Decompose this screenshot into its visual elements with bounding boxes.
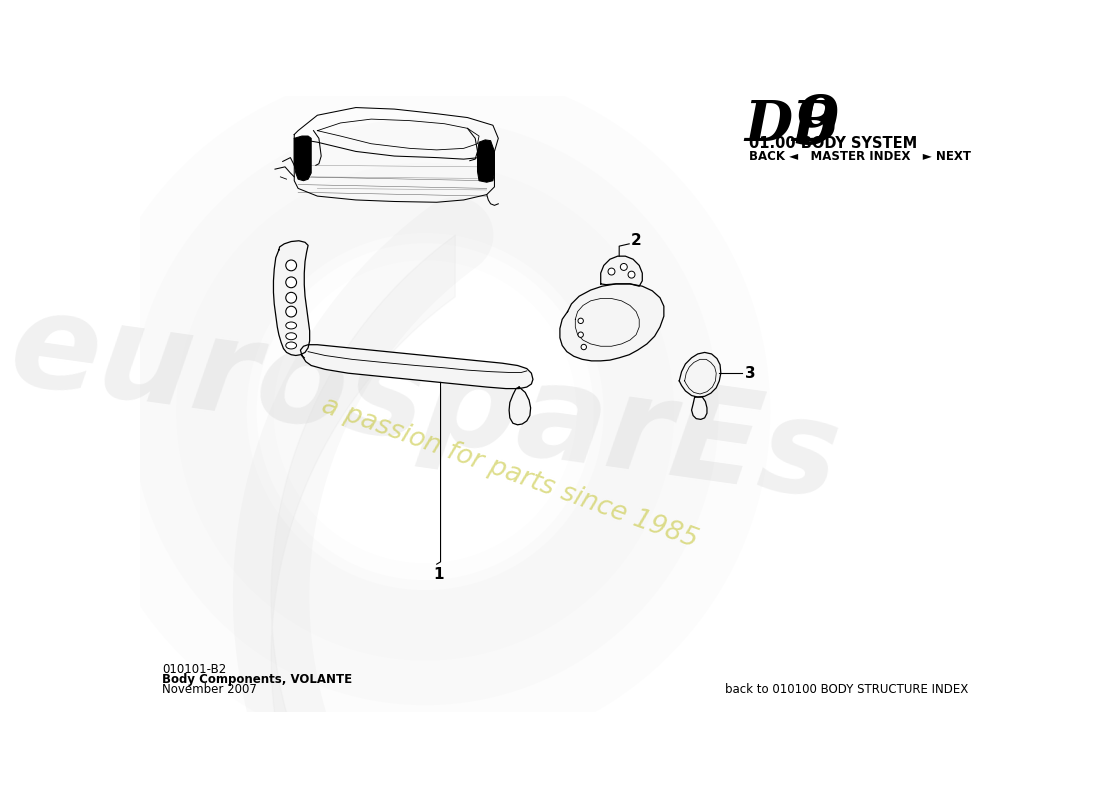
Text: November 2007: November 2007 [162,683,256,696]
Text: 010101-B2: 010101-B2 [162,663,227,676]
Circle shape [286,277,297,288]
Circle shape [608,268,615,275]
Circle shape [581,344,586,350]
Polygon shape [295,136,311,181]
Text: back to 010100 BODY STRUCTURE INDEX: back to 010100 BODY STRUCTURE INDEX [725,683,968,696]
Polygon shape [692,397,707,419]
Text: 1: 1 [433,567,444,582]
Circle shape [628,271,635,278]
Circle shape [578,332,583,338]
Polygon shape [477,140,495,182]
Text: 01.00 BODY SYSTEM: 01.00 BODY SYSTEM [749,136,916,151]
Circle shape [578,318,583,323]
Polygon shape [509,387,530,425]
Text: eurosparEs: eurosparEs [2,283,848,525]
Ellipse shape [286,342,297,349]
Text: a passion for parts since 1985: a passion for parts since 1985 [318,393,702,554]
Circle shape [286,292,297,303]
Ellipse shape [286,322,297,329]
Text: 9: 9 [793,93,839,158]
Text: 2: 2 [630,234,641,248]
Circle shape [620,263,627,270]
Polygon shape [560,284,664,361]
Circle shape [286,306,297,317]
Text: BACK ◄   MASTER INDEX   ► NEXT: BACK ◄ MASTER INDEX ► NEXT [749,150,970,162]
Circle shape [286,260,297,270]
Polygon shape [680,353,720,397]
Polygon shape [601,256,642,286]
Polygon shape [300,345,534,389]
Text: DB: DB [745,98,839,153]
Ellipse shape [286,333,297,340]
Text: 3: 3 [745,366,756,381]
Text: Body Components, VOLANTE: Body Components, VOLANTE [162,673,352,686]
Polygon shape [274,241,310,355]
